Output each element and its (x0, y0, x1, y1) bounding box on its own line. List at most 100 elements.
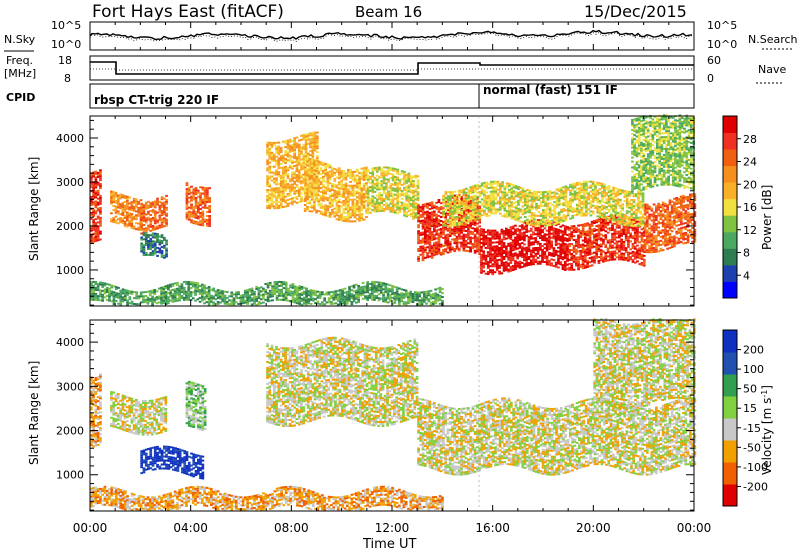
data-cell (322, 205, 325, 208)
data-cell (151, 227, 155, 229)
data-cell (561, 244, 565, 247)
data-cell (636, 256, 639, 259)
data-cell (650, 249, 654, 252)
data-cell (566, 226, 569, 229)
data-cell (509, 234, 513, 237)
data-cell (620, 228, 623, 231)
data-cell (308, 168, 312, 171)
data-cell (288, 194, 292, 197)
data-cell (194, 189, 198, 192)
data-cell (627, 253, 630, 256)
data-cell (442, 212, 445, 215)
data-cell (340, 217, 343, 220)
data-cell (268, 167, 272, 170)
data-cell (457, 227, 461, 230)
data-cell (590, 244, 594, 247)
data-cell (675, 232, 679, 235)
data-cell (517, 201, 520, 204)
data-cell (335, 212, 339, 215)
data-cell (691, 227, 694, 229)
data-cell (693, 215, 697, 217)
data-cell (342, 186, 346, 189)
data-cell (277, 163, 281, 166)
data-cell (160, 212, 164, 214)
data-cell (328, 176, 332, 179)
data-cell (96, 189, 100, 192)
data-cell (462, 233, 466, 236)
data-cell (333, 213, 337, 216)
data-cell (548, 244, 551, 246)
data-cell (453, 242, 457, 245)
data-cell (199, 200, 202, 203)
data-cell (457, 241, 461, 244)
data-cell (588, 249, 592, 252)
data-cell (90, 239, 93, 242)
data-cell (570, 233, 574, 236)
data-cell (187, 218, 191, 221)
data-cell (414, 214, 418, 217)
data-cell (304, 151, 308, 154)
data-cell (192, 210, 196, 213)
data-cell (116, 194, 120, 197)
data-cell (526, 196, 529, 199)
data-cell (529, 251, 533, 254)
data-cell (302, 167, 306, 170)
data-cell (163, 238, 166, 241)
data-cell (90, 237, 93, 240)
data-cell (151, 209, 155, 212)
data-cell (518, 254, 522, 257)
data-cell (584, 240, 587, 243)
data-cell (353, 208, 357, 211)
data-cell (498, 233, 501, 236)
data-cell (581, 257, 585, 260)
data-cell (536, 250, 540, 253)
data-cell (328, 166, 332, 169)
data-cell (602, 220, 605, 223)
data-cell (426, 240, 429, 243)
data-cell (534, 239, 538, 242)
data-cell (465, 211, 468, 214)
data-cell (344, 208, 348, 211)
data-cell (353, 204, 357, 207)
data-cell (319, 195, 323, 197)
data-cell (550, 262, 553, 265)
data-cell (266, 197, 269, 199)
data-cell (473, 239, 477, 242)
data-cell (608, 243, 612, 246)
data-cell (349, 220, 352, 223)
data-cell (633, 247, 637, 250)
data-cell (317, 204, 321, 207)
data-cell (514, 216, 518, 219)
data-cell (684, 206, 688, 209)
data-cell (570, 258, 574, 261)
data-cell (536, 229, 540, 232)
data-cell (491, 265, 495, 268)
data-cell (536, 252, 540, 255)
data-cell (121, 204, 125, 207)
data-cell (523, 239, 526, 242)
data-cell (593, 227, 596, 230)
data-cell (686, 241, 690, 244)
data-cell (342, 203, 346, 206)
data-cell (636, 220, 639, 223)
data-cell (306, 152, 310, 155)
data-cell (302, 161, 306, 164)
data-cell (537, 191, 541, 194)
data-cell (297, 139, 301, 142)
data-cell (679, 231, 683, 234)
data-cell (561, 250, 565, 253)
data-cell (319, 183, 323, 186)
data-cell (483, 205, 486, 208)
data-cell (328, 190, 332, 193)
data-cell (509, 242, 513, 245)
data-cell (293, 196, 296, 199)
data-cell (643, 221, 647, 224)
data-cell (396, 178, 399, 181)
data-cell (442, 208, 445, 211)
data-cell (563, 243, 567, 246)
data-cell (467, 193, 470, 195)
data-cell (398, 173, 402, 176)
data-cell (482, 258, 485, 261)
data-cell (677, 239, 681, 242)
data-cell (467, 204, 470, 207)
